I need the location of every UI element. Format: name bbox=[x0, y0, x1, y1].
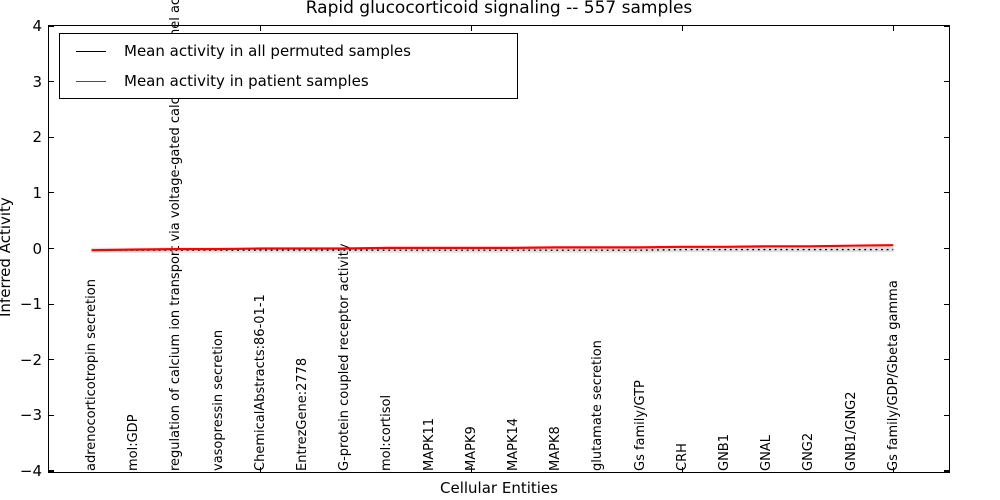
y-tick-mark bbox=[944, 359, 949, 361]
legend-row: Mean activity in patient samples bbox=[60, 66, 517, 96]
y-tick-mark bbox=[944, 303, 949, 305]
y-tick-label: −2 bbox=[19, 350, 42, 369]
y-tick-mark bbox=[49, 136, 54, 138]
x-tick-mark bbox=[681, 467, 683, 472]
x-tick-mark bbox=[681, 26, 683, 31]
legend: Mean activity in all permuted samples Mea… bbox=[59, 33, 518, 99]
y-tick-label: 4 bbox=[32, 17, 42, 35]
y-tick-label: 3 bbox=[32, 72, 42, 91]
y-tick-label: 2 bbox=[32, 128, 42, 147]
legend-label: Mean activity in patient samples bbox=[124, 72, 369, 90]
y-tick-mark bbox=[49, 25, 54, 27]
x-tick-mark bbox=[470, 467, 472, 472]
chart-title: Rapid glucocorticoid signaling -- 557 sa… bbox=[305, 0, 693, 18]
y-tick-mark bbox=[49, 359, 54, 361]
x-tick-mark bbox=[892, 26, 894, 31]
y-tick-mark bbox=[49, 470, 54, 472]
y-tick-mark bbox=[944, 25, 949, 27]
legend-line-swatch bbox=[76, 50, 106, 52]
y-tick-mark bbox=[49, 414, 54, 416]
y-tick-mark bbox=[944, 192, 949, 194]
y-tick-label: 0 bbox=[32, 239, 42, 258]
y-tick-label: −4 bbox=[19, 462, 42, 480]
y-tick-label: −3 bbox=[19, 406, 42, 425]
plot-area bbox=[48, 25, 950, 473]
y-tick-mark bbox=[49, 303, 54, 305]
legend-line-swatch bbox=[76, 80, 106, 82]
patient-mean-line bbox=[91, 244, 894, 252]
y-tick-mark bbox=[49, 192, 54, 194]
y-tick-label: −1 bbox=[19, 295, 42, 314]
y-tick-mark bbox=[49, 247, 54, 250]
data-lines-svg bbox=[91, 244, 894, 253]
permuted-mean-line bbox=[91, 248, 894, 251]
y-tick-mark bbox=[49, 81, 54, 83]
y-tick-label: 1 bbox=[32, 183, 42, 202]
x-tick-mark bbox=[259, 467, 261, 472]
y-tick-mark bbox=[944, 81, 949, 83]
x-tick-mark bbox=[470, 26, 472, 31]
legend-row: Mean activity in all permuted samples bbox=[60, 36, 517, 66]
legend-label: Mean activity in all permuted samples bbox=[124, 42, 411, 60]
x-tick-mark bbox=[259, 26, 261, 31]
y-tick-mark bbox=[944, 414, 949, 416]
y-tick-mark bbox=[944, 247, 949, 250]
y-tick-mark bbox=[944, 470, 949, 472]
x-axis-label: Cellular Entities bbox=[440, 479, 558, 497]
x-tick-mark bbox=[892, 467, 894, 472]
y-tick-mark bbox=[944, 136, 949, 138]
